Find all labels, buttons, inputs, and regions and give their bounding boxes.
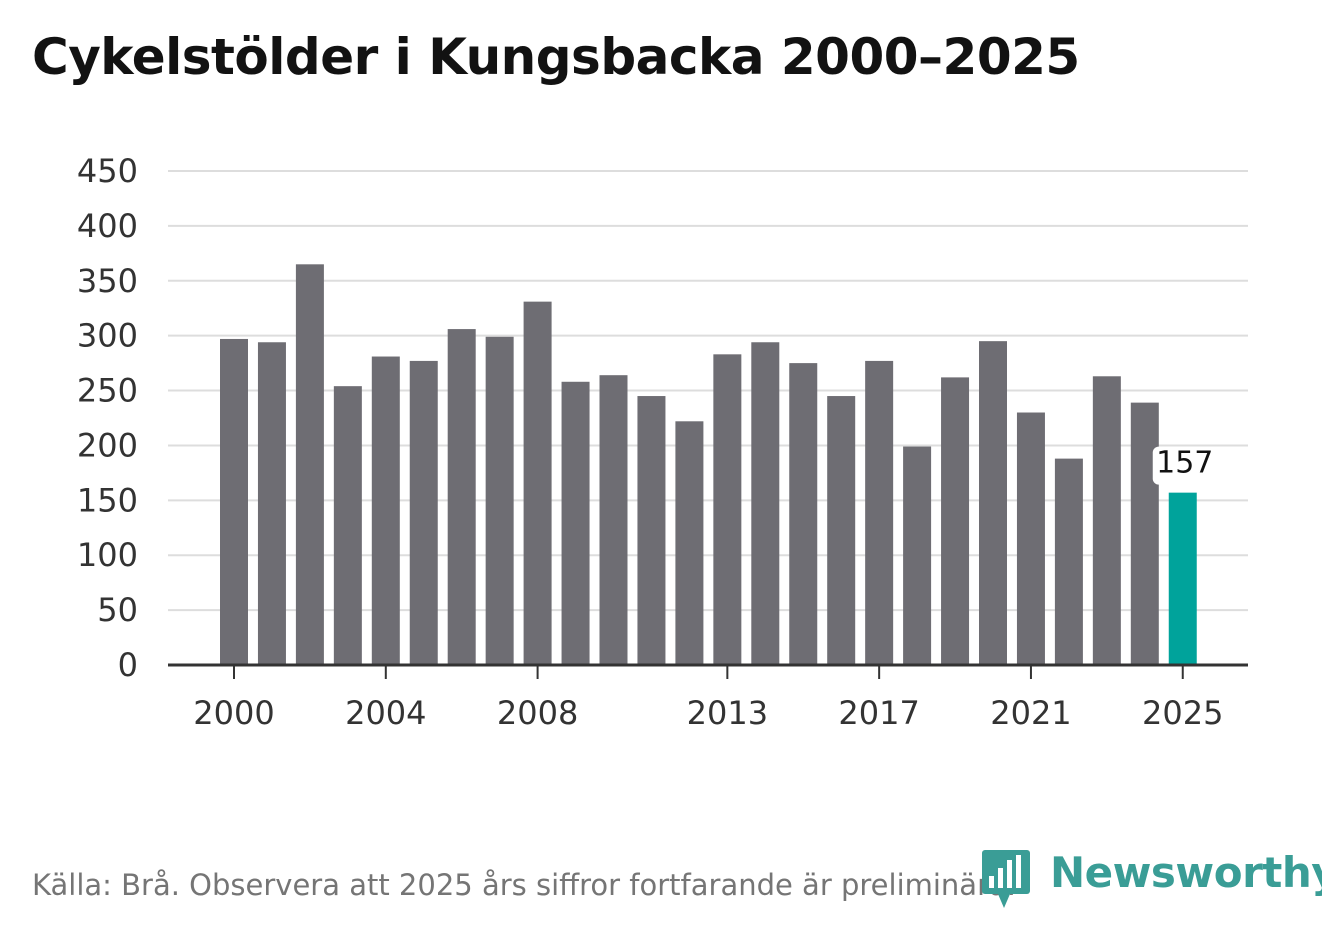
y-tick-label: 50 — [97, 591, 138, 629]
gridlines — [168, 170, 1248, 612]
y-tick-label: 200 — [77, 426, 138, 464]
x-tick-label: 2025 — [1142, 694, 1223, 732]
bar-2016 — [827, 396, 856, 665]
x-tick-label: 2013 — [687, 694, 768, 732]
y-axis-ticks: 0 50 100 150 200 250 300 350 400 450 — [77, 152, 138, 684]
bar-2012 — [675, 421, 704, 665]
bar-2024 — [1130, 402, 1159, 665]
bar-2001 — [257, 342, 286, 665]
y-tick-label: 400 — [77, 207, 138, 245]
bar-2004 — [371, 356, 400, 665]
y-tick-label: 300 — [77, 317, 138, 355]
y-tick-label: 0 — [118, 646, 138, 684]
x-axis: 2000 2004 2008 2013 2017 2021 2025 — [168, 663, 1248, 732]
y-tick-label: 100 — [77, 536, 138, 574]
y-tick-label: 450 — [77, 152, 138, 190]
bar-2017 — [865, 360, 894, 665]
bar-2025 — [1168, 492, 1197, 665]
bar-2021 — [1016, 412, 1045, 665]
data-label-bg — [1152, 446, 1215, 485]
chart-title: Cykelstölder i Kungsbacka 2000–2025 — [32, 28, 1080, 86]
bar-2011 — [637, 396, 666, 665]
bars — [220, 264, 1197, 665]
bar-2009 — [561, 381, 590, 665]
bar-2022 — [1054, 458, 1083, 665]
bar-2019 — [941, 377, 970, 665]
y-tick-label: 250 — [77, 372, 138, 410]
newsworthy-logo-icon — [982, 850, 1030, 908]
brand-name: Newsworthy — [1050, 848, 1322, 897]
data-labels: 157 — [1152, 446, 1215, 485]
bar-2015 — [789, 363, 818, 665]
bar-2014 — [751, 342, 780, 665]
y-tick-label: 350 — [77, 262, 138, 300]
x-tick-label: 2021 — [990, 694, 1071, 732]
x-tick-label: 2000 — [193, 694, 274, 732]
bar-2000 — [220, 338, 248, 665]
bar-2013 — [713, 354, 742, 665]
newsworthy-logo: Newsworthy — [980, 848, 1322, 910]
bar-2018 — [903, 446, 932, 665]
bar-2008 — [523, 301, 552, 665]
bar-2005 — [409, 360, 438, 665]
x-tick-label: 2017 — [838, 694, 919, 732]
bar-2003 — [333, 386, 362, 665]
bar-2020 — [979, 341, 1007, 665]
x-tick-label: 2008 — [497, 694, 578, 732]
source-note: Källa: Brå. Observera att 2025 års siffr… — [32, 868, 1016, 902]
bar-2007 — [485, 336, 514, 665]
x-tick-label: 2004 — [345, 694, 426, 732]
data-label-2025: 157 — [1156, 446, 1213, 481]
y-tick-label: 150 — [77, 481, 138, 519]
bar-2002 — [295, 264, 324, 665]
bar-2010 — [599, 375, 628, 665]
bar-2023 — [1092, 376, 1121, 665]
bar-2006 — [447, 329, 476, 665]
